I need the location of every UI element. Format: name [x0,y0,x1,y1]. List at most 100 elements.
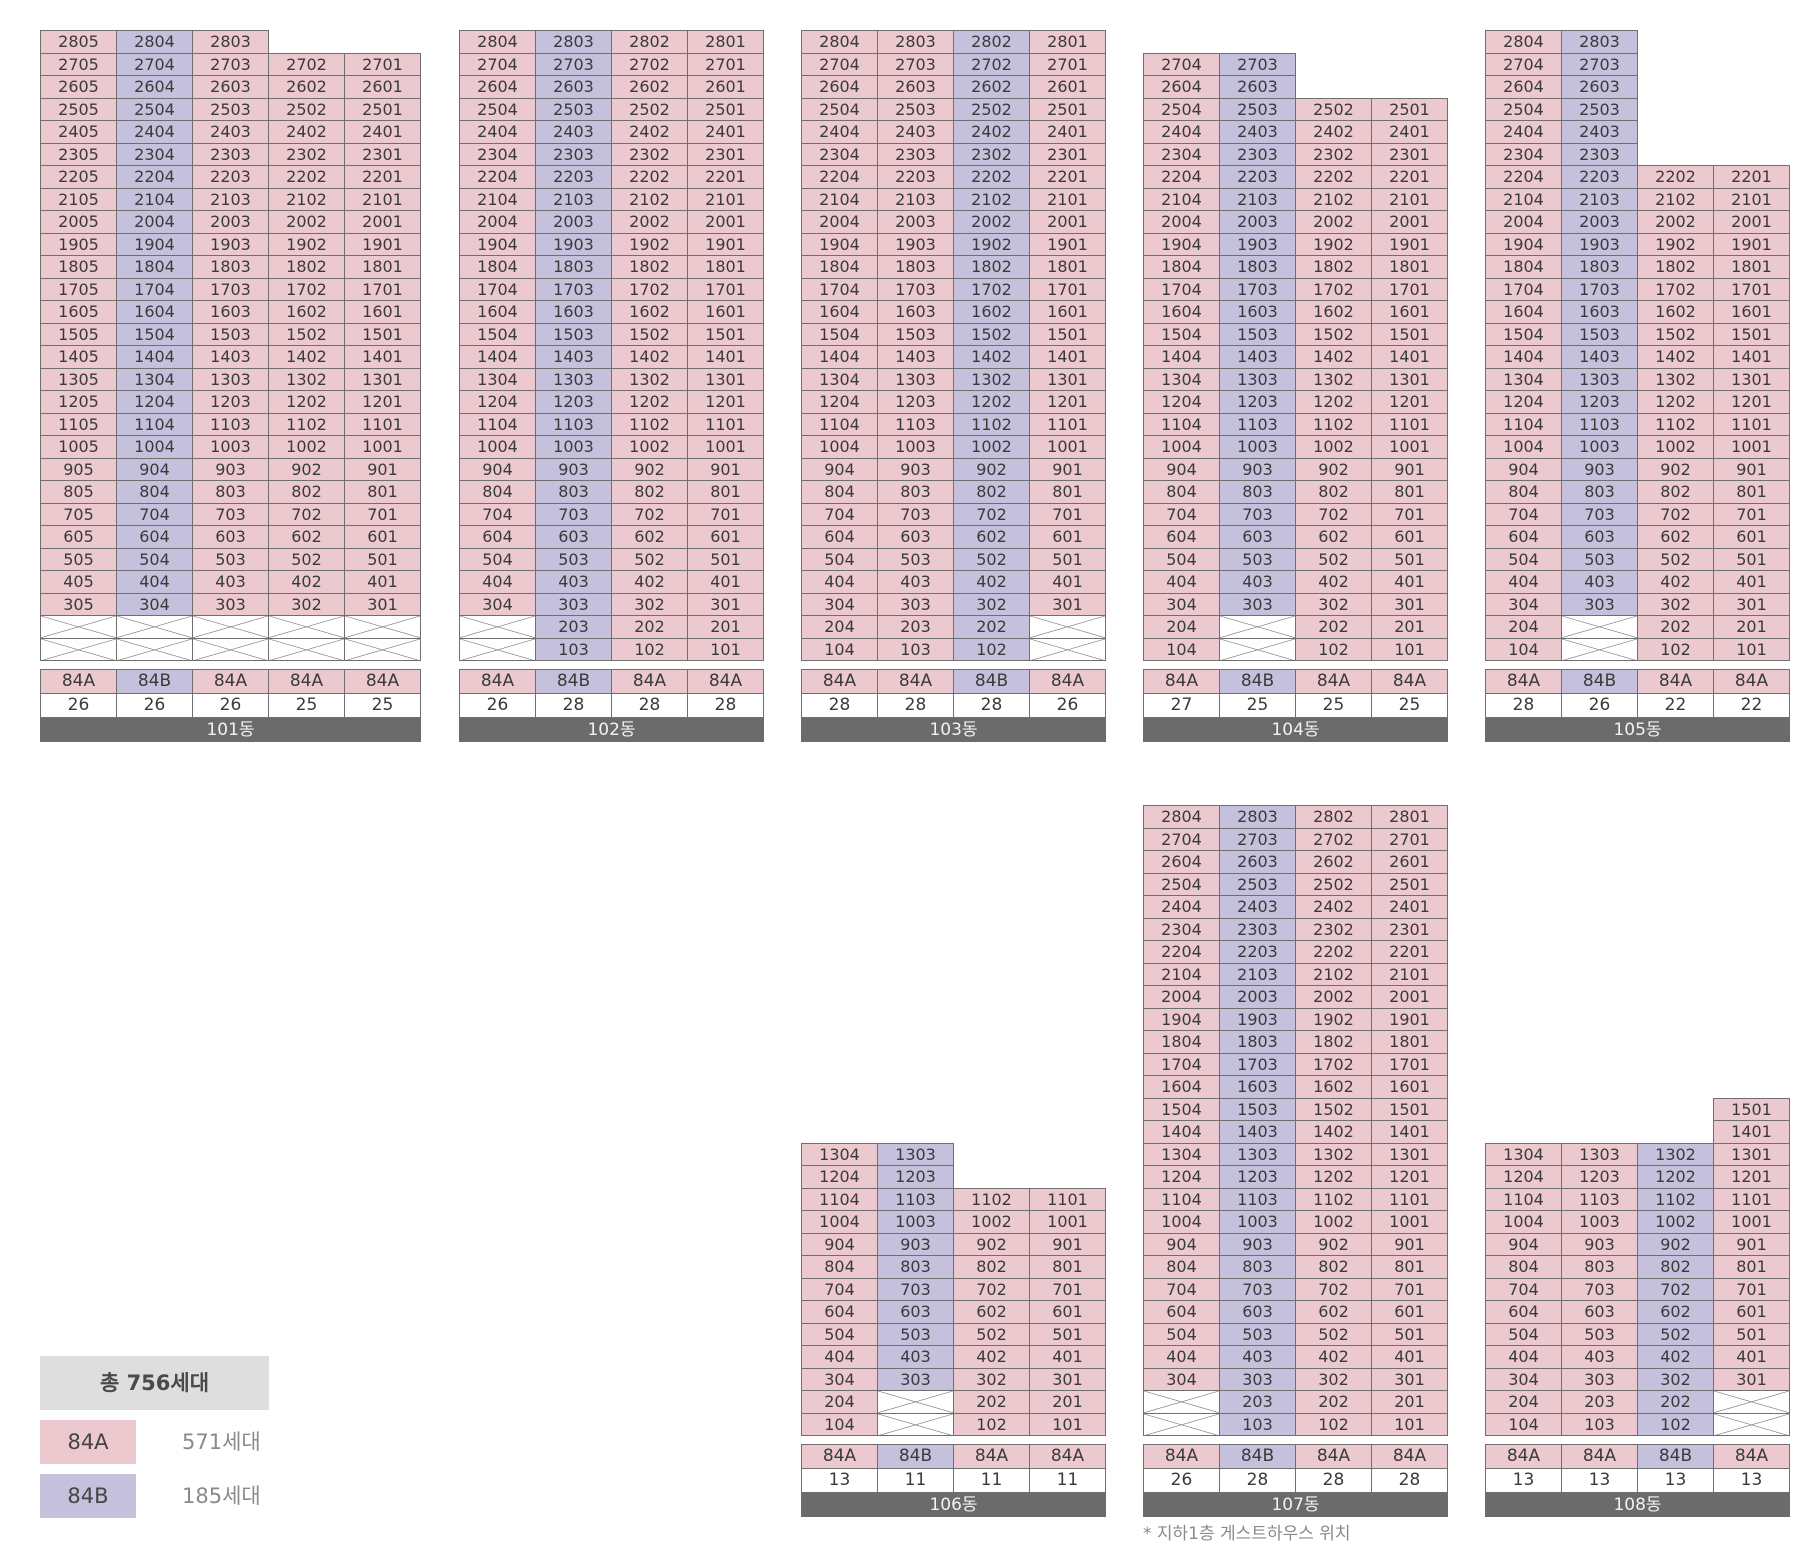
unit-cell: 704 [116,502,193,527]
unit-count: 28 [1485,693,1562,718]
unit-cell: 2504 [1485,97,1562,122]
unit-cell: 1702 [611,277,688,302]
unit-cell: 701 [1713,502,1790,527]
unit-cell: 2801 [1029,30,1106,54]
unit-cell: 2104 [459,187,536,212]
unit-cell: 601 [1371,525,1448,549]
unit-cell: 402 [1637,1345,1714,1369]
unit-cell: 202 [1295,615,1372,639]
unit-cell: 1602 [1295,1075,1372,1099]
unit-cell: 1801 [1371,1030,1448,1054]
unit-cell: 2301 [1029,142,1106,167]
unit-cell: 2501 [1029,97,1106,122]
unit-cell: 1003 [1219,1210,1296,1234]
legend: 총 756세대 84A 571세대 84B 185세대 [40,1356,269,1518]
unit-cell: 2002 [1295,985,1372,1009]
unit-cell: 302 [953,1367,1030,1392]
unit-type-label: 84A [1295,1444,1372,1469]
unit-cell: 1701 [1371,277,1448,302]
unit-cell: 702 [611,502,688,527]
unit-cell: 503 [535,547,612,572]
unit-cell: 2601 [344,75,421,99]
unit-cell: 401 [1029,1345,1106,1369]
unit-cell: 2702 [611,52,688,77]
unit-cell: 801 [687,480,764,504]
unit-cell: 103 [535,637,612,662]
unit-cell: 502 [1295,1322,1372,1347]
building-106: 104 204 304 404 504 604 704 804 904 1004 1104 1204 1… [801,805,1108,1517]
unit-cell: 1101 [1713,412,1790,437]
unit-cell: 2202 [953,165,1030,189]
unit-cell: 2201 [1371,940,1448,964]
unit-cell: 1203 [1219,1165,1296,1189]
unit-cell: 804 [116,480,193,504]
unit-cell: 1301 [344,367,421,392]
unit-cell: 1701 [344,277,421,302]
unit-cell: 2701 [1371,827,1448,852]
unit-cell: 301 [1713,1367,1790,1392]
unit-cell: 1001 [1029,1210,1106,1234]
unit-cell: 704 [801,1277,878,1302]
unit-cell: 2702 [953,52,1030,77]
unit-cell: 1202 [268,390,345,414]
unit-count: 28 [1219,1468,1296,1493]
unit-cell: 802 [1295,480,1372,504]
unit-cell: 2102 [1295,962,1372,987]
unit-cell: 1004 [1485,1210,1562,1234]
unit-cell: 1401 [687,345,764,369]
unit-cell: 1905 [40,232,117,257]
unit-cell: 1601 [344,300,421,324]
unit-cell: 504 [1143,547,1220,572]
unit-grid: 104 204 304 404 504 604 704 804 904 1004 1104 1204 1… [801,30,1108,662]
unit-cell: 1802 [268,255,345,279]
unit-cell: 202 [1637,1390,1714,1414]
unit-cell: 503 [877,547,954,572]
unit-cell: 1904 [1143,232,1220,257]
unit-cell: 1201 [687,390,764,414]
unit-cell: 601 [1713,525,1790,549]
unit-cell: 2504 [1143,97,1220,122]
unit-cell: 204 [1143,615,1220,639]
unit-cell: 702 [1637,1277,1714,1302]
unit-cell: 2504 [116,97,193,122]
unit-cell: 602 [1637,1300,1714,1324]
unit-cell: 905 [40,457,117,482]
unit-cell: 1204 [116,390,193,414]
unit-cell: 2602 [953,75,1030,99]
unit-cell: 403 [877,1345,954,1369]
unit-cell: 603 [1561,525,1638,549]
unit-cell: 1501 [687,322,764,347]
unit-cell: 1003 [877,435,954,459]
unit-cell: 2604 [801,75,878,99]
pilotis-cell [877,1412,954,1437]
unit-cell: 2002 [953,210,1030,234]
unit-cell: 902 [268,457,345,482]
unit-type-label: 84B [1637,1444,1714,1469]
building-footer: 84A 84B 84A 84A 27 25 25 25 104동 [1143,669,1448,742]
unit-cell: 704 [1143,1277,1220,1302]
unit-cell: 2303 [877,142,954,167]
unit-cell: 2403 [192,120,269,144]
unit-cell: 902 [1637,457,1714,482]
unit-type-label: 84A [801,669,878,694]
unit-cell: 1901 [1029,232,1106,257]
unit-cell: 1102 [268,412,345,437]
unit-cell: 2503 [1219,97,1296,122]
unit-cell: 1302 [1637,367,1714,392]
unit-cell: 903 [1219,457,1296,482]
unit-cell: 1603 [1219,300,1296,324]
unit-cell: 1204 [1143,1165,1220,1189]
unit-cell: 903 [877,457,954,482]
unit-cell: 1403 [1219,1120,1296,1144]
unit-cell: 602 [611,525,688,549]
unit-cell: 2204 [1143,165,1220,189]
unit-count: 22 [1713,693,1790,718]
unit-cell: 904 [1485,1232,1562,1257]
unit-cell: 2501 [1371,872,1448,897]
unit-type-label: 84A [1561,1444,1638,1469]
unit-cell: 1404 [459,345,536,369]
unit-cell: 2104 [1143,962,1220,987]
unit-cell: 502 [953,1322,1030,1347]
unit-cell: 902 [1295,457,1372,482]
unit-cell: 1701 [1029,277,1106,302]
